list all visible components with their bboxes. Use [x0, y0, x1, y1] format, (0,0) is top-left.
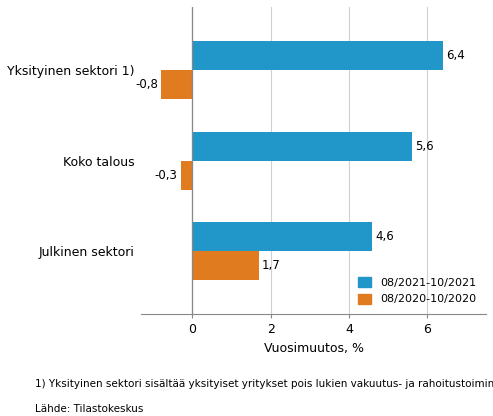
Bar [180, 161, 192, 190]
Legend: 08/2021-10/2021, 08/2020-10/2020: 08/2021-10/2021, 08/2020-10/2020 [353, 273, 481, 309]
Text: Lähde: Tilastokeskus: Lähde: Tilastokeskus [35, 404, 143, 414]
Text: 1) Yksityinen sektori sisältää yksityiset yritykset pois lukien vakuutus- ja rah: 1) Yksityinen sektori sisältää yksityise… [35, 379, 493, 389]
Text: -0,8: -0,8 [135, 78, 158, 91]
X-axis label: Vuosimuutos, %: Vuosimuutos, % [264, 342, 364, 355]
Bar [192, 41, 443, 70]
Text: 6,4: 6,4 [446, 49, 465, 62]
Text: 5,6: 5,6 [415, 140, 433, 153]
Bar [192, 132, 412, 161]
Text: 4,6: 4,6 [376, 230, 394, 243]
Text: 1,7: 1,7 [262, 259, 281, 272]
Bar [192, 222, 373, 251]
Text: -0,3: -0,3 [154, 168, 177, 182]
Bar [161, 70, 192, 99]
Bar [192, 251, 259, 280]
